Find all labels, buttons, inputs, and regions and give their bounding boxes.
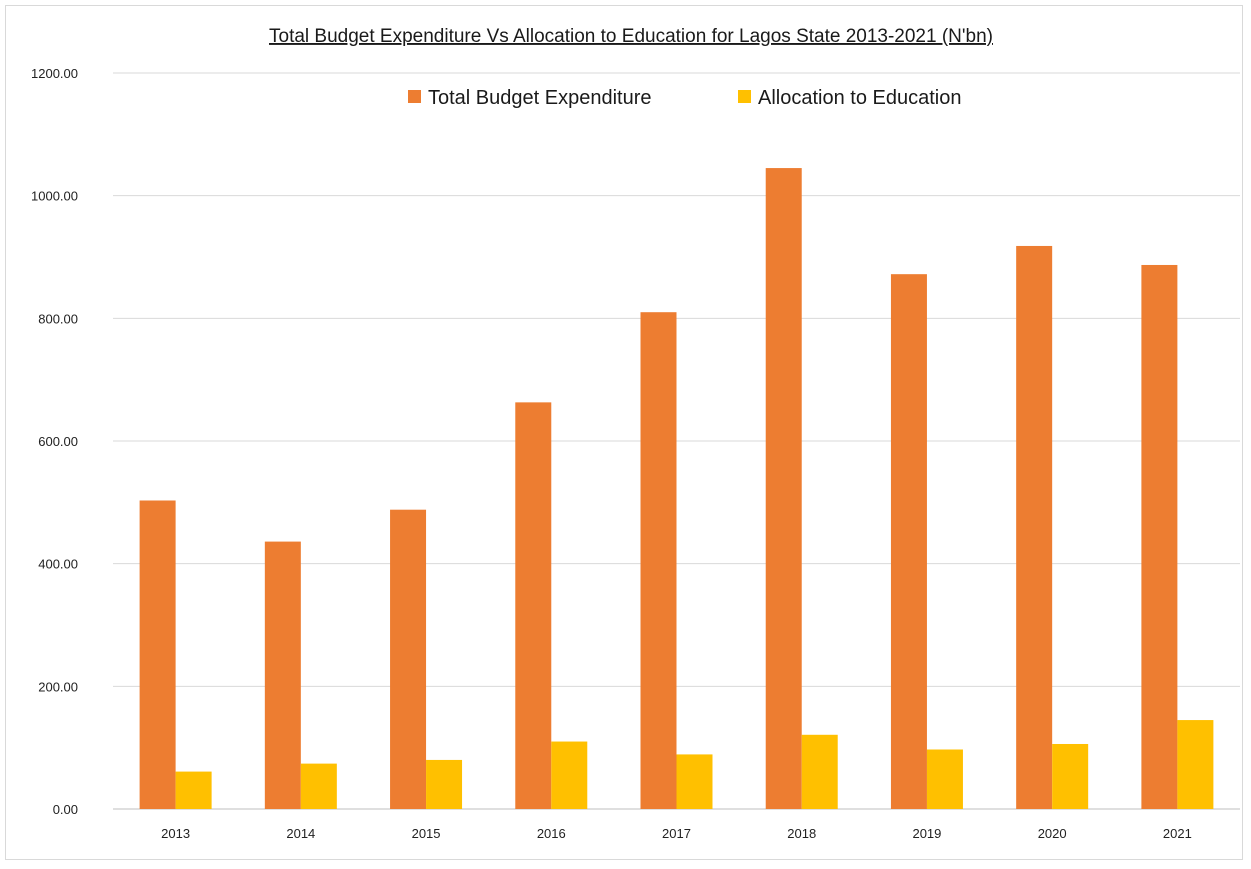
bar-total-budget	[390, 509, 427, 809]
y-tick-label: 0.00	[53, 802, 78, 817]
x-tick-label: 2018	[787, 826, 816, 841]
bar-education	[300, 763, 337, 809]
bar-education	[676, 754, 713, 809]
bar-total-budget	[1016, 245, 1053, 809]
y-tick-label: 400.00	[38, 557, 78, 572]
y-tick-label: 1000.00	[31, 189, 78, 204]
x-tick-label: 2014	[286, 826, 315, 841]
legend-label-total-budget: Total Budget Expenditure	[428, 87, 652, 109]
legend: Total Budget Expenditure Allocation to E…	[408, 87, 961, 109]
legend-label-education: Allocation to Education	[758, 87, 961, 109]
bar-education	[1177, 720, 1214, 809]
x-tick-label: 2021	[1163, 826, 1192, 841]
bar-total-budget	[640, 312, 677, 809]
bar-total-budget	[139, 500, 176, 809]
bar-education	[551, 741, 588, 809]
bar-education	[1052, 743, 1089, 809]
bar-total-budget	[765, 168, 802, 810]
bar-total-budget	[515, 402, 552, 809]
legend-swatch-education	[738, 90, 751, 103]
x-tick-label: 2019	[912, 826, 941, 841]
bar-education	[801, 734, 838, 809]
y-axis-ticks: 0.00 200.00 400.00 600.00 800.00 1000.00 1200.…	[31, 66, 78, 817]
x-tick-label: 2013	[161, 826, 190, 841]
bar-total-budget	[890, 274, 927, 809]
y-tick-label: 600.00	[38, 434, 78, 449]
y-tick-label: 200.00	[38, 679, 78, 694]
x-tick-label: 2020	[1038, 826, 1067, 841]
y-tick-label: 1200.00	[31, 66, 78, 81]
bar-education	[926, 749, 963, 809]
bar-total-budget	[264, 541, 301, 809]
bar-total-budget	[1141, 264, 1178, 809]
x-tick-label: 2015	[412, 826, 441, 841]
y-tick-label: 800.00	[38, 311, 78, 326]
x-axis-ticks: 2013 2014 2015 2016 2017 2018 2019 2020 2021	[161, 826, 1192, 841]
bar-education	[175, 771, 212, 809]
bars	[139, 168, 1214, 810]
legend-swatch-total-budget	[408, 90, 421, 103]
bar-education	[426, 759, 463, 809]
x-tick-label: 2017	[662, 826, 691, 841]
x-tick-label: 2016	[537, 826, 566, 841]
chart-title: Total Budget Expenditure Vs Allocation t…	[269, 26, 993, 47]
